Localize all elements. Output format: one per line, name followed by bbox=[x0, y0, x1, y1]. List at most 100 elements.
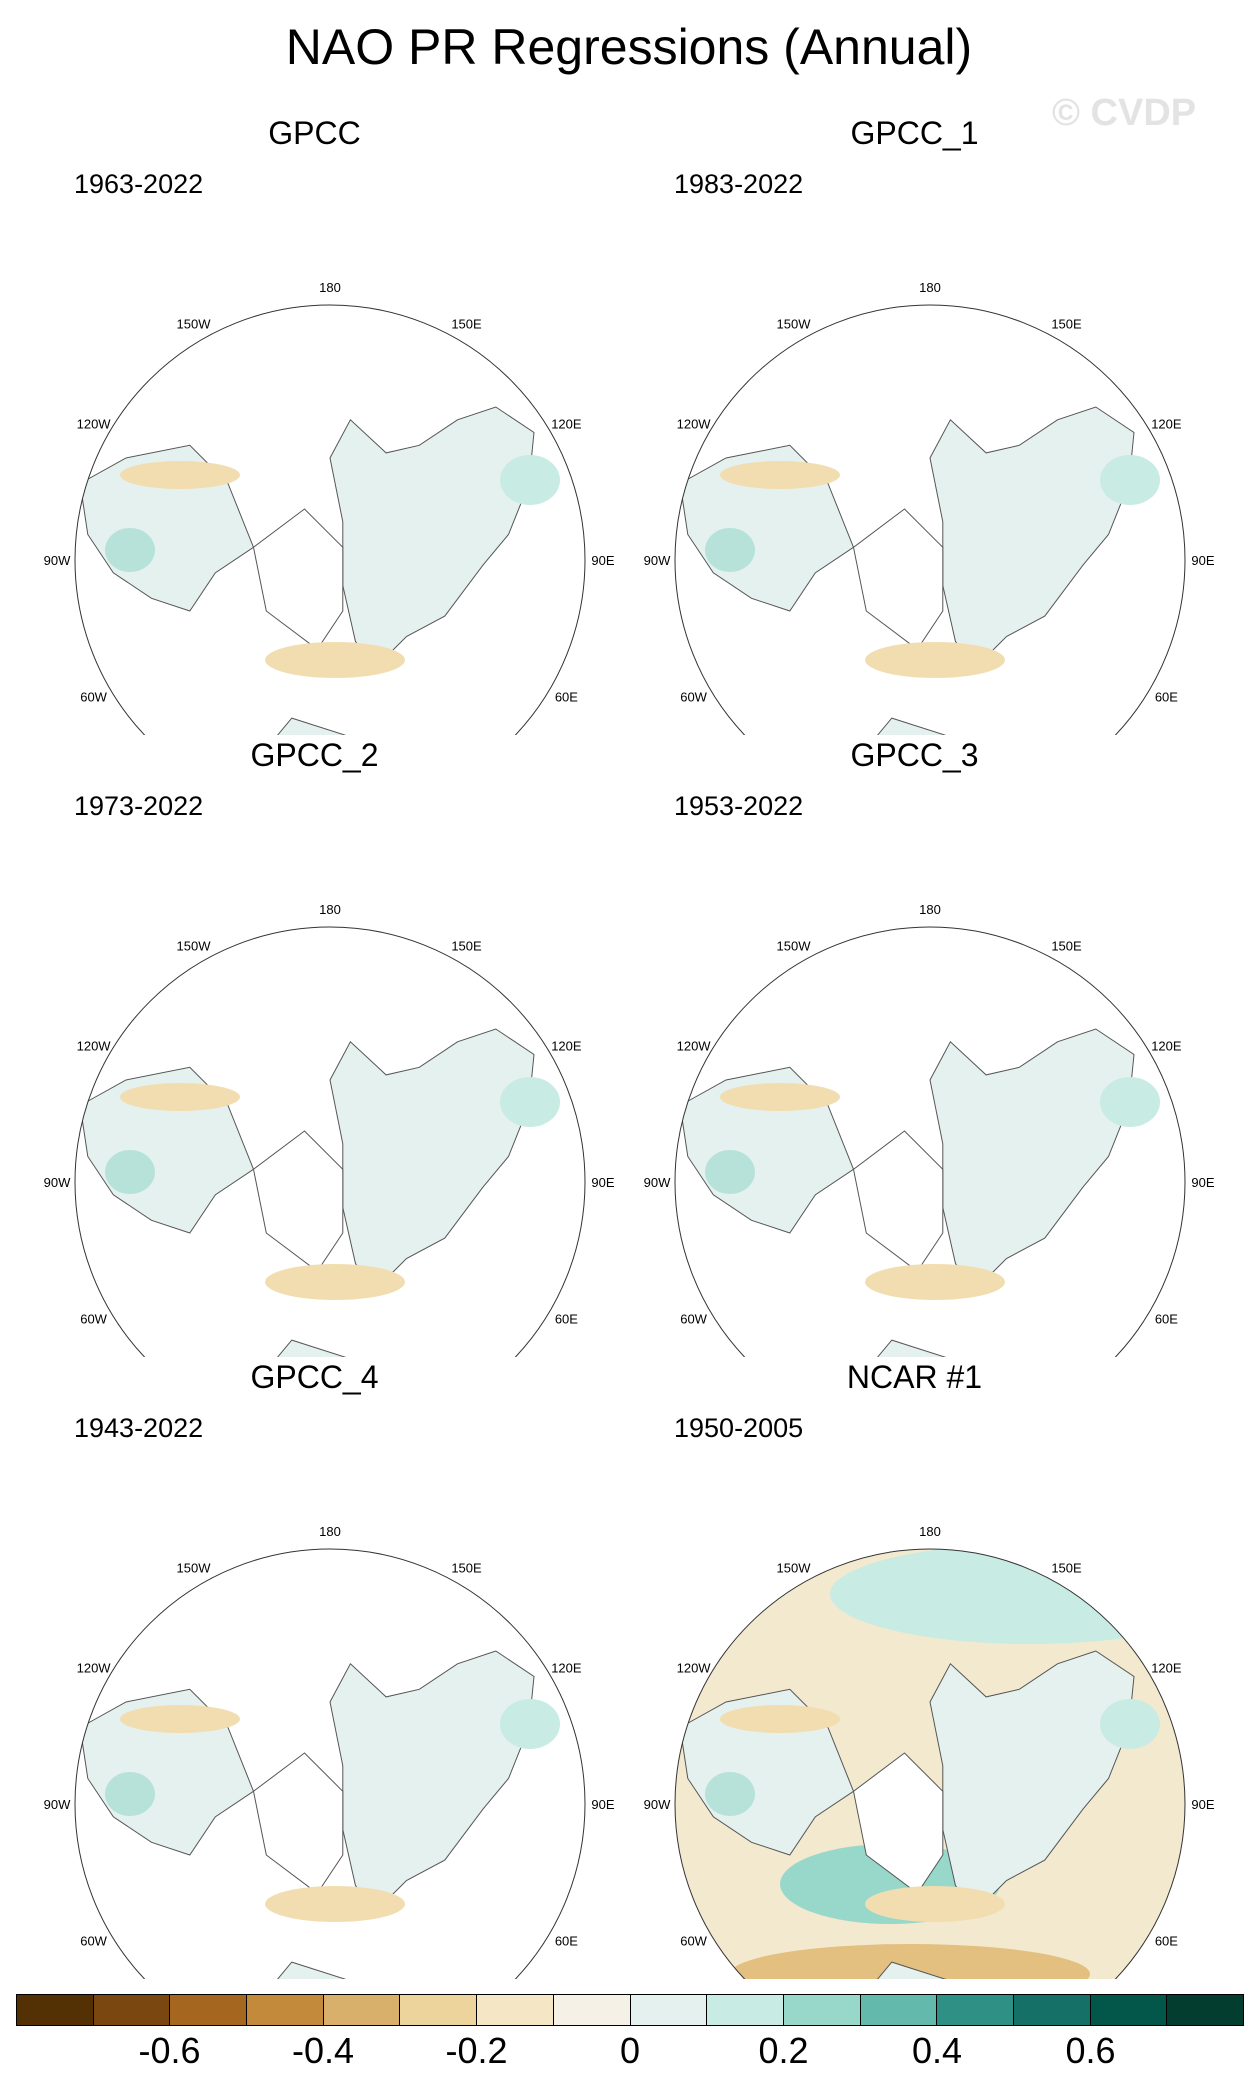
colorbar-tick-label: -0.2 bbox=[445, 2030, 508, 2071]
colorbar-tick-label: 0.2 bbox=[758, 2030, 809, 2071]
colorbar-tick-label: 0.6 bbox=[1065, 2030, 1116, 2071]
map-boundary bbox=[74, 304, 586, 735]
panel-title: GPCC_4 bbox=[250, 1359, 379, 1395]
anomaly-patch bbox=[120, 461, 240, 489]
polar-map: 180150E120E90E60E30E030W60W90W120W150W bbox=[644, 1524, 1215, 1979]
anomaly-patch bbox=[265, 1886, 405, 1922]
colorbar-tick-label: -0.4 bbox=[291, 2030, 355, 2071]
land-greenland bbox=[252, 1130, 344, 1273]
longitude-label: 150E bbox=[451, 317, 482, 332]
colorbar-tick-label: 0 bbox=[619, 2030, 641, 2071]
anomaly-patch bbox=[720, 1705, 840, 1733]
land-greenland bbox=[252, 508, 344, 651]
longitude-label: 120E bbox=[1151, 417, 1182, 432]
panel-period: 1983-2022 bbox=[674, 169, 804, 199]
land-eurasia bbox=[329, 1650, 535, 1912]
longitude-label: 180 bbox=[919, 280, 941, 295]
anomaly-patch bbox=[1100, 455, 1160, 505]
longitude-label: 60E bbox=[555, 1934, 578, 1949]
polar-map: 180150E120E90E60E30E030W60W90W120W150W bbox=[644, 902, 1215, 1357]
colorbar bbox=[16, 1994, 1244, 2026]
colorbar-cell bbox=[707, 1995, 784, 2025]
land-eurasia bbox=[929, 1650, 1135, 1912]
longitude-label: 120E bbox=[551, 417, 582, 432]
panel-period: 1943-2022 bbox=[74, 1413, 204, 1443]
colorbar-cell bbox=[17, 1995, 94, 2025]
longitude-label: 60W bbox=[80, 690, 107, 705]
longitude-label: 150W bbox=[177, 317, 212, 332]
longitude-label: 90E bbox=[1191, 1797, 1214, 1812]
map-panel: GPCC_41943-2022180150E120E90E60E30E030W6… bbox=[0, 1359, 629, 1979]
longitude-label: 90E bbox=[1191, 1175, 1214, 1190]
colorbar-cell bbox=[400, 1995, 478, 2025]
colorbar-cell bbox=[477, 1995, 554, 2025]
colorbar-cell bbox=[93, 1995, 171, 2025]
longitude-label: 180 bbox=[319, 902, 341, 917]
map-boundary bbox=[674, 1548, 1186, 1979]
anomaly-patch bbox=[265, 642, 405, 678]
panel-title: NCAR #1 bbox=[846, 1359, 983, 1395]
longitude-label: 180 bbox=[919, 902, 941, 917]
panel-period: 1953-2022 bbox=[674, 791, 804, 821]
anomaly-patch bbox=[1100, 1077, 1160, 1127]
longitude-label: 60W bbox=[680, 1934, 707, 1949]
anomaly-patch bbox=[865, 642, 1005, 678]
longitude-label: 90W bbox=[644, 553, 671, 568]
colorbar-cell bbox=[1167, 1995, 1243, 2025]
longitude-label: 120W bbox=[77, 1661, 112, 1676]
colorbar-cell bbox=[170, 1995, 248, 2025]
longitude-label: 90W bbox=[644, 1175, 671, 1190]
longitude-label: 150W bbox=[777, 939, 812, 954]
longitude-label: 60W bbox=[680, 690, 707, 705]
land-eurasia bbox=[329, 406, 535, 668]
colorbar-cell bbox=[553, 1995, 631, 2025]
longitude-label: 150W bbox=[177, 939, 212, 954]
watermark: © CVDP bbox=[1052, 92, 1197, 134]
longitude-label: 60W bbox=[680, 1312, 707, 1327]
land-africa bbox=[252, 1961, 433, 1979]
panel-period: 1963-2022 bbox=[74, 169, 204, 199]
longitude-label: 150E bbox=[1051, 1561, 1082, 1576]
longitude-label: 60E bbox=[1155, 1934, 1178, 1949]
longitude-label: 60E bbox=[1155, 1312, 1178, 1327]
anomaly-patch bbox=[500, 1077, 560, 1127]
longitude-label: 150W bbox=[177, 1561, 212, 1576]
polar-map: 180150E120E90E60E30E030W60W90W120W150W bbox=[44, 1524, 615, 1979]
longitude-label: 120W bbox=[77, 1039, 112, 1054]
anomaly-patch bbox=[865, 1886, 1005, 1922]
longitude-label: 60E bbox=[555, 1312, 578, 1327]
longitude-label: 90W bbox=[44, 1797, 71, 1812]
land-africa bbox=[852, 717, 1033, 735]
land-africa bbox=[852, 1961, 1033, 1979]
anomaly-patch bbox=[120, 1705, 240, 1733]
longitude-label: 150E bbox=[451, 1561, 482, 1576]
anomaly-patch bbox=[500, 1699, 560, 1749]
longitude-label: 120W bbox=[77, 417, 112, 432]
colorbar-cell bbox=[937, 1995, 1014, 2025]
longitude-label: 150E bbox=[1051, 317, 1082, 332]
longitude-label: 180 bbox=[319, 280, 341, 295]
colorbar-tick-label: 0.4 bbox=[911, 2030, 963, 2071]
map-panel: GPCC_21973-2022180150E120E90E60E30E030W6… bbox=[0, 737, 629, 1357]
figure-title: NAO PR Regressions (Annual) bbox=[285, 19, 973, 75]
map-boundary bbox=[674, 926, 1186, 1357]
polar-map: 180150E120E90E60E30E030W60W90W120W150W bbox=[644, 280, 1215, 735]
longitude-label: 90E bbox=[591, 553, 614, 568]
anomaly-patch bbox=[720, 461, 840, 489]
longitude-label: 60E bbox=[555, 690, 578, 705]
longitude-label: 90W bbox=[44, 553, 71, 568]
anomaly-patch bbox=[705, 1150, 755, 1194]
anomaly-patch bbox=[265, 1264, 405, 1300]
longitude-label: 90E bbox=[591, 1797, 614, 1812]
anomaly-patch bbox=[705, 528, 755, 572]
map-panel: GPCC_31953-2022180150E120E90E60E30E030W6… bbox=[600, 737, 1229, 1357]
colorbar-cell bbox=[860, 1995, 938, 2025]
colorbar-cell bbox=[247, 1995, 324, 2025]
colorbar-cell bbox=[1013, 1995, 1091, 2025]
anomaly-patch bbox=[105, 1150, 155, 1194]
panel-title: GPCC_2 bbox=[250, 737, 379, 773]
longitude-label: 150E bbox=[1051, 939, 1082, 954]
panel-period: 1950-2005 bbox=[674, 1413, 804, 1443]
map-panel: NCAR #11950-2005180150E120E90E60E30E030W… bbox=[600, 1359, 1229, 1979]
longitude-label: 180 bbox=[319, 1524, 341, 1539]
